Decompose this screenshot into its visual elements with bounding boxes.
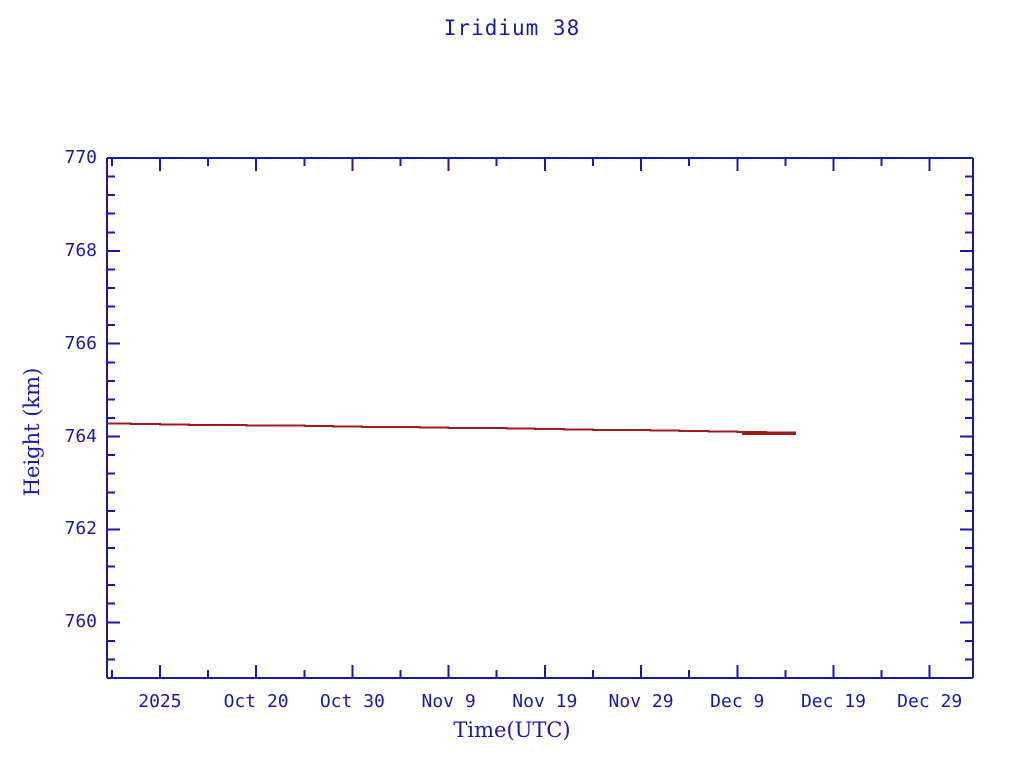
x-tick-label: Nov 9 bbox=[421, 691, 476, 712]
y-tick-label: 764 bbox=[64, 425, 97, 447]
x-tick-label: Nov 19 bbox=[512, 691, 578, 712]
x-tick-label: Dec 29 bbox=[897, 691, 963, 712]
x-axis-title: Time(UTC) bbox=[453, 718, 571, 742]
y-tick-label: 768 bbox=[64, 239, 97, 261]
plot-frame bbox=[106, 157, 974, 679]
x-tick-label: 2025 bbox=[138, 691, 182, 712]
y-tick-label: 766 bbox=[64, 332, 97, 354]
chart-title: Iridium 38 bbox=[443, 16, 581, 40]
y-tick-label: 760 bbox=[64, 611, 97, 633]
y-tick-label: 770 bbox=[64, 147, 97, 168]
x-tick-label: Nov 29 bbox=[608, 691, 674, 712]
x-tick-label: Oct 30 bbox=[319, 691, 385, 712]
x-tick-label: Dec 9 bbox=[710, 691, 765, 712]
data-series-line bbox=[107, 422, 796, 435]
y-tick-label: 762 bbox=[64, 518, 97, 540]
axis-ticks bbox=[107, 157, 973, 679]
y-axis-title: Height (km) bbox=[20, 367, 44, 497]
x-tick-label: Oct 20 bbox=[223, 691, 289, 712]
x-tick-label: Dec 19 bbox=[800, 691, 866, 712]
